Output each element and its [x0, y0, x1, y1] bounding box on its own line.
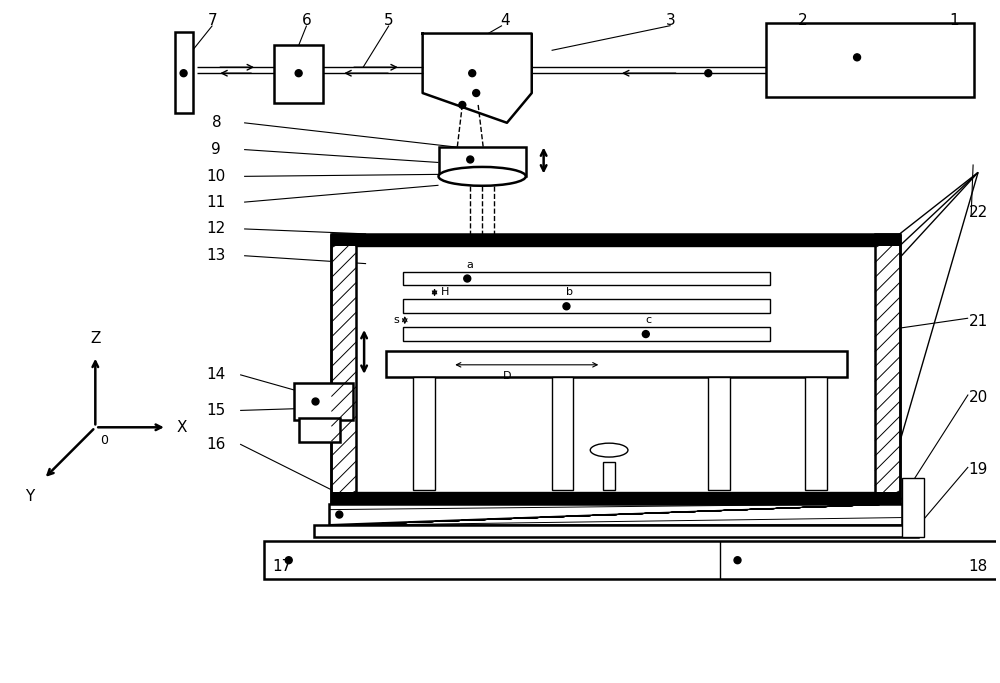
Text: 7: 7 — [208, 13, 217, 28]
Text: 3: 3 — [666, 13, 675, 28]
Text: 0: 0 — [100, 434, 108, 447]
Text: 18: 18 — [968, 559, 988, 574]
Circle shape — [180, 70, 187, 76]
Circle shape — [459, 102, 466, 109]
Bar — [875, 234, 900, 503]
Text: 17: 17 — [272, 559, 291, 574]
Bar — [294, 382, 353, 420]
Circle shape — [473, 89, 480, 96]
Circle shape — [642, 331, 649, 337]
Text: b: b — [566, 288, 573, 297]
Circle shape — [295, 70, 302, 76]
Bar — [299, 419, 340, 442]
Bar — [403, 272, 770, 285]
Bar — [331, 503, 900, 525]
Bar — [264, 542, 1000, 579]
Text: 14: 14 — [207, 367, 226, 382]
Bar — [805, 377, 827, 490]
Circle shape — [464, 275, 471, 282]
Circle shape — [467, 156, 474, 163]
Bar — [603, 462, 615, 490]
Circle shape — [336, 511, 343, 518]
Text: 16: 16 — [207, 436, 226, 451]
Bar — [708, 377, 730, 490]
Text: 5: 5 — [384, 13, 394, 28]
Text: 2: 2 — [798, 13, 807, 28]
Text: 10: 10 — [207, 169, 226, 184]
Bar — [329, 503, 902, 525]
Ellipse shape — [590, 443, 628, 457]
Text: Y: Y — [25, 489, 34, 504]
Bar — [403, 299, 770, 313]
Text: X: X — [177, 420, 187, 435]
Polygon shape — [423, 33, 532, 123]
Text: 13: 13 — [207, 248, 226, 263]
Circle shape — [312, 398, 319, 405]
Bar — [403, 327, 770, 341]
Bar — [175, 31, 193, 113]
Circle shape — [854, 54, 861, 61]
Text: Z: Z — [90, 331, 101, 346]
Text: 6: 6 — [302, 13, 311, 28]
Text: 22: 22 — [968, 205, 988, 219]
Circle shape — [563, 303, 570, 310]
Text: 8: 8 — [212, 115, 221, 130]
Text: 19: 19 — [968, 462, 988, 477]
Bar — [552, 377, 573, 490]
Circle shape — [734, 557, 741, 563]
Text: s: s — [393, 315, 399, 325]
Text: D: D — [503, 371, 511, 380]
Text: 20: 20 — [968, 390, 988, 405]
Circle shape — [285, 557, 292, 563]
Bar — [331, 234, 900, 246]
Bar — [439, 147, 526, 176]
Text: 9: 9 — [211, 142, 221, 157]
Bar — [766, 23, 974, 97]
Text: 1: 1 — [949, 13, 959, 28]
Text: H: H — [440, 288, 449, 297]
Circle shape — [705, 70, 712, 76]
Bar — [386, 351, 847, 377]
Text: a: a — [467, 260, 474, 270]
Bar — [314, 525, 918, 538]
Text: 4: 4 — [500, 13, 510, 28]
Bar — [331, 234, 356, 503]
Text: 11: 11 — [207, 195, 226, 210]
Text: 21: 21 — [968, 313, 988, 329]
Text: 12: 12 — [207, 221, 226, 236]
Bar — [274, 46, 323, 103]
Bar — [331, 492, 900, 503]
Text: c: c — [646, 315, 652, 325]
Text: 15: 15 — [207, 403, 226, 418]
Ellipse shape — [439, 167, 526, 186]
Bar — [413, 377, 435, 490]
Circle shape — [469, 70, 476, 76]
Bar — [902, 478, 924, 538]
